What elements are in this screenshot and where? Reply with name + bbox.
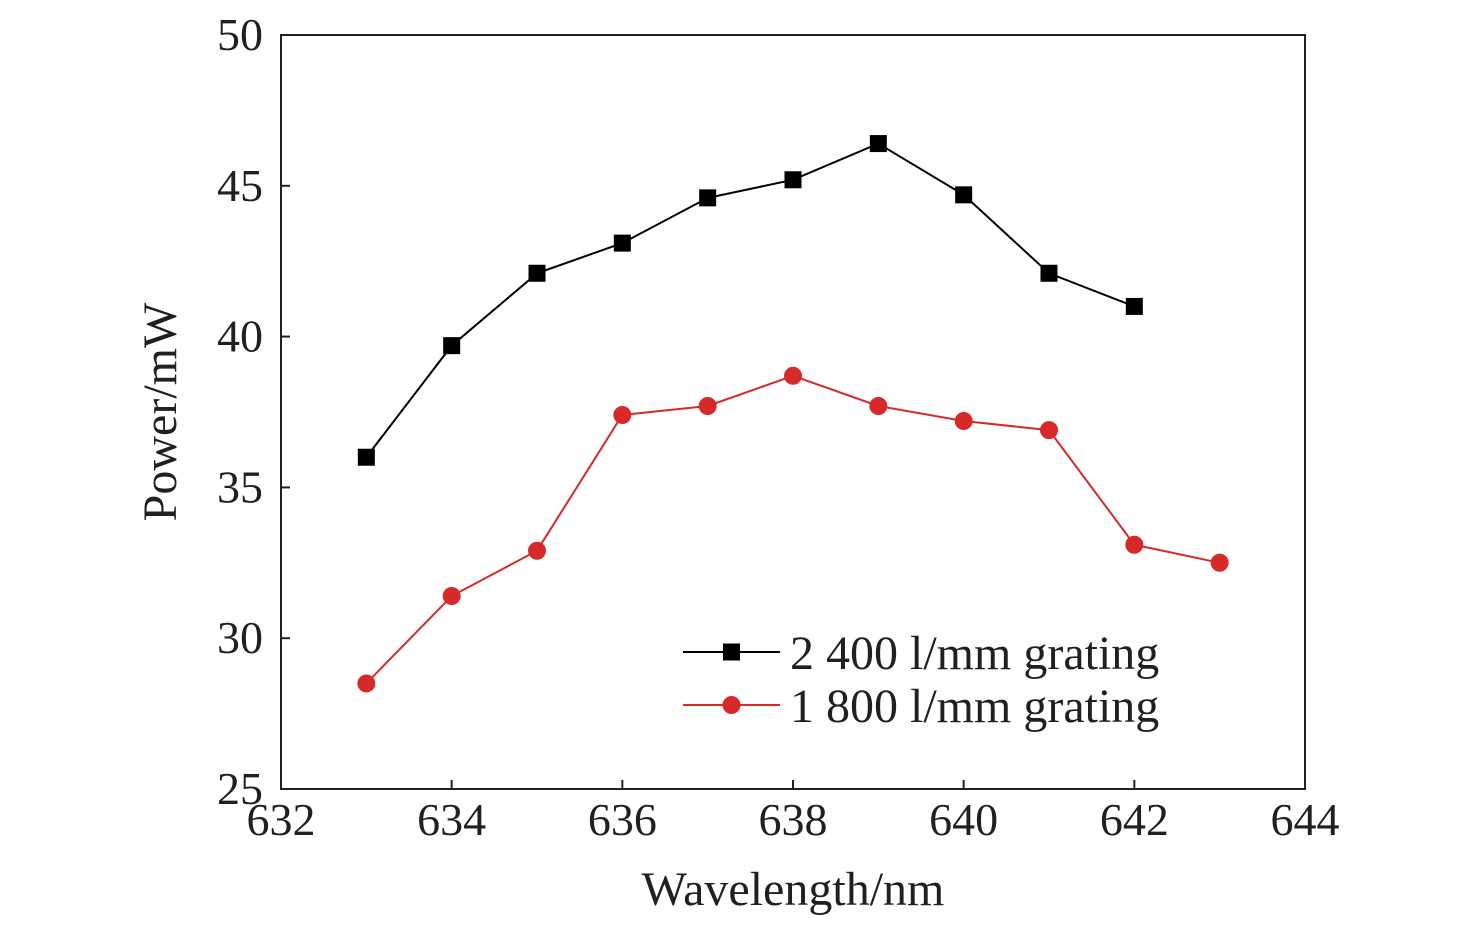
x-tick-label: 638	[759, 794, 828, 845]
x-tick-label: 632	[247, 794, 316, 845]
series-2-point	[1125, 535, 1144, 554]
x-tick-label: 636	[588, 794, 657, 845]
series-1-point	[1125, 297, 1143, 315]
y-tick-label: 45	[217, 160, 263, 211]
series-2-point	[1040, 421, 1058, 440]
series-2-point	[528, 541, 546, 560]
series-layer	[357, 135, 1229, 693]
y-tick-label: 35	[217, 461, 263, 512]
series-2-point	[954, 412, 973, 431]
x-tick-label: 642	[1100, 794, 1169, 845]
y-tick-label: 30	[217, 612, 263, 663]
series-1-point	[613, 234, 631, 252]
series-2-point	[1210, 553, 1229, 572]
legend-label-2: 1 800 l/mm grating	[790, 680, 1159, 733]
y-tick-label: 25	[217, 763, 263, 814]
series-1	[357, 135, 1143, 466]
series-1-point	[869, 135, 887, 153]
legend-label-1: 2 400 l/mm grating	[790, 627, 1159, 680]
series-2	[357, 366, 1229, 693]
series-1-point	[955, 186, 973, 204]
legend-marker-1	[723, 643, 740, 661]
series-1-point	[357, 448, 375, 466]
legend-marker-2	[722, 696, 741, 714]
y-axis-title: Power/mW	[134, 302, 187, 521]
series-2-point	[869, 396, 888, 415]
axes-layer: 632 634 636 638 640 642 644 25 30 35 40 45 50	[217, 9, 1340, 845]
y-tick-label: 40	[217, 311, 263, 362]
series-1-point	[1040, 264, 1058, 282]
series-2-point	[357, 674, 376, 693]
series-2-point	[613, 406, 632, 425]
x-axis-title: Wavelength/nm	[642, 863, 945, 916]
x-tick-label: 634	[417, 794, 486, 845]
series-1-point	[528, 264, 546, 282]
series-2-point	[784, 366, 802, 385]
series-2-point	[442, 586, 461, 605]
series-1-point	[699, 189, 717, 207]
x-tick-label: 640	[929, 794, 998, 845]
series-1-point	[784, 171, 802, 189]
series-2-point	[698, 396, 717, 415]
series-1-point	[443, 337, 461, 355]
y-tick-label: 50	[217, 9, 263, 60]
series-1-line	[365, 142, 1135, 458]
x-tick-label: 644	[1271, 794, 1340, 845]
